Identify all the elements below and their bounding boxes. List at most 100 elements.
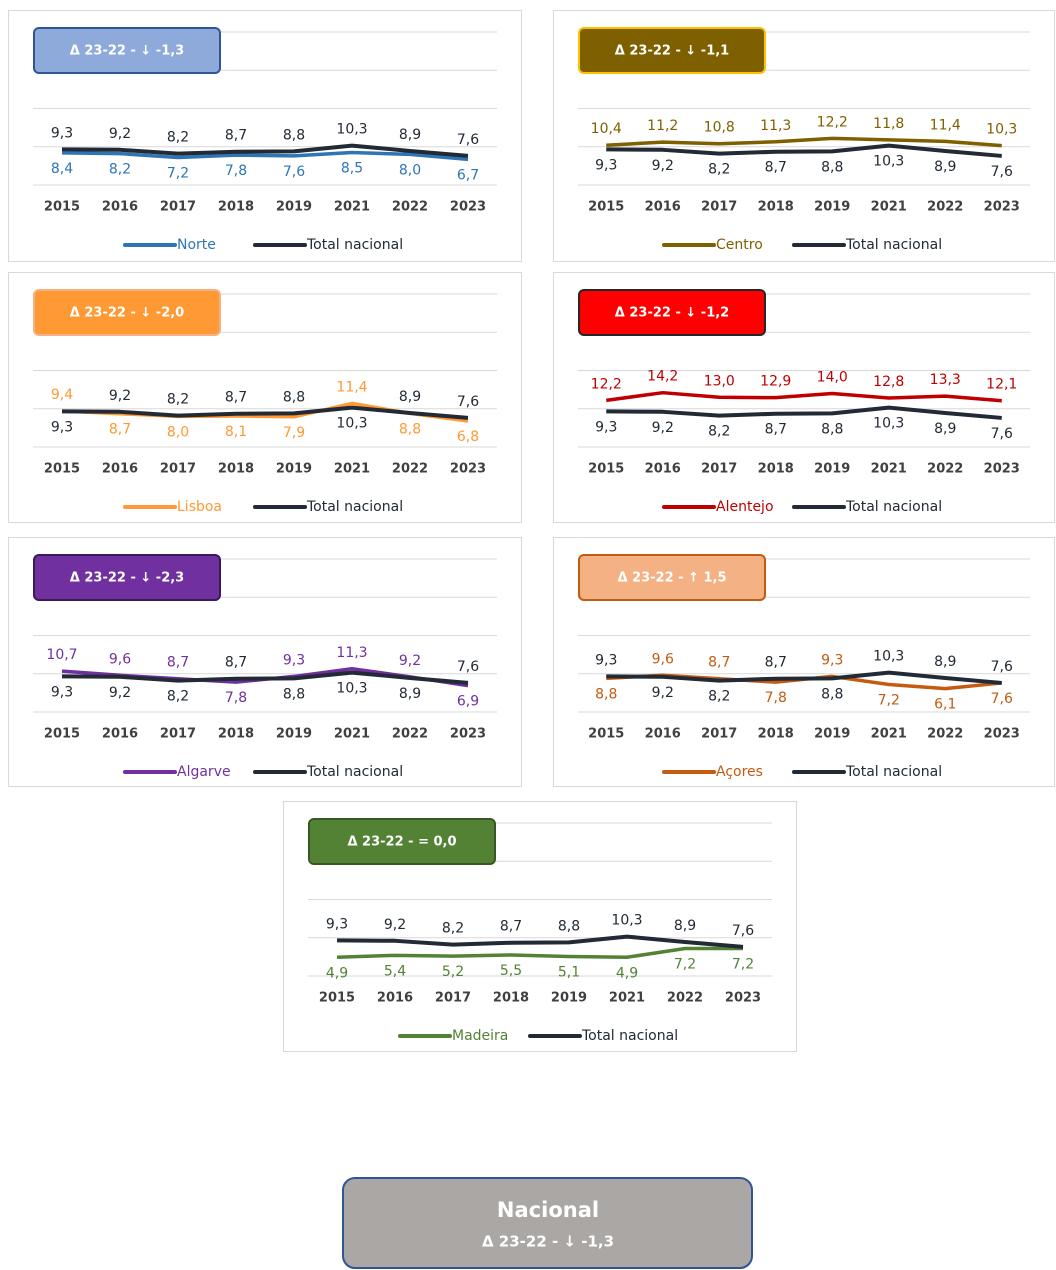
x-tick-label: 2021 — [871, 727, 907, 742]
data-label: 8,7 — [109, 422, 131, 438]
data-label: 8,8 — [399, 421, 421, 437]
series-line — [336, 934, 744, 949]
chart-panel: 2015 2016 2017 2018 2019 2021 2022 2023 9,4 8,7 8,… — [8, 272, 522, 523]
x-tick-label: 2016 — [645, 727, 681, 742]
data-label: 7,9 — [283, 425, 305, 441]
series-line — [606, 143, 1002, 158]
x-tick-label: 2015 — [44, 727, 80, 742]
x-tick-label: 2017 — [701, 200, 737, 215]
data-label: 8,2 — [708, 424, 730, 440]
data-label: 11,3 — [336, 645, 367, 661]
legend-label: Norte — [177, 237, 216, 253]
x-tick-label: 2022 — [927, 200, 963, 215]
data-label: 11,4 — [930, 117, 961, 133]
data-label: 7,6 — [283, 164, 305, 180]
data-label: 9,2 — [109, 388, 131, 404]
series-line — [61, 670, 469, 685]
x-tick-label: 2018 — [758, 462, 794, 477]
data-label: 10,3 — [336, 416, 367, 432]
data-label: 13,3 — [930, 372, 961, 388]
data-label: 6,9 — [457, 694, 479, 710]
data-label: 4,9 — [326, 965, 348, 981]
data-label: 8,7 — [225, 390, 247, 406]
data-label: 8,9 — [934, 421, 956, 437]
legend-label: Centro — [716, 237, 763, 253]
data-label: 9,3 — [595, 652, 617, 668]
data-label: 10,3 — [873, 416, 904, 432]
data-label: 4,9 — [616, 965, 638, 981]
data-label: 11,8 — [873, 116, 904, 132]
data-label: 7,2 — [167, 165, 189, 181]
x-tick-label: 2017 — [160, 462, 196, 477]
x-tick-label: 2019 — [814, 462, 850, 477]
legend-label: Total nacional — [306, 237, 403, 253]
data-label: 8,8 — [283, 389, 305, 405]
data-label: 8,1 — [225, 424, 247, 440]
data-label: 14,2 — [647, 369, 678, 385]
annotation-box — [308, 818, 496, 865]
x-tick-label: 2023 — [450, 200, 486, 215]
x-tick-label: 2021 — [334, 462, 370, 477]
x-tick-label: 2021 — [871, 462, 907, 477]
data-label: 8,9 — [399, 127, 421, 143]
data-label: 8,8 — [821, 159, 843, 175]
data-label: 9,3 — [51, 419, 73, 435]
x-tick-label: 2021 — [334, 727, 370, 742]
data-label: 9,3 — [595, 157, 617, 173]
national-box — [342, 1177, 753, 1269]
x-tick-label: 2021 — [871, 200, 907, 215]
x-tick-label: 2017 — [701, 462, 737, 477]
x-tick-label: 2016 — [102, 462, 138, 477]
annotation-box — [578, 554, 766, 601]
data-label: 9,6 — [109, 651, 131, 667]
chart-panel: 2015 2016 2017 2018 2019 2021 2022 2023 10,4 11,2… — [553, 10, 1055, 262]
x-tick-label: 2019 — [814, 200, 850, 215]
x-tick-label: 2023 — [984, 727, 1020, 742]
data-label: 5,1 — [558, 964, 580, 980]
annotation: Δ 23-22 - ↓ -1,2 — [615, 306, 729, 321]
data-label: 6,8 — [457, 429, 479, 445]
data-label: 7,6 — [732, 923, 754, 939]
data-label: 7,2 — [878, 692, 900, 708]
x-tick-label: 2015 — [588, 200, 624, 215]
data-label: 8,7 — [225, 655, 247, 671]
series-line — [61, 405, 469, 420]
data-label: 7,8 — [225, 690, 247, 706]
data-label: 13,0 — [704, 373, 735, 389]
x-tick-label: 2015 — [588, 727, 624, 742]
x-tick-label: 2022 — [927, 727, 963, 742]
data-label: 8,8 — [595, 686, 617, 702]
data-label: 9,2 — [652, 420, 674, 436]
series-line — [61, 143, 469, 158]
x-tick-label: 2019 — [276, 200, 312, 215]
data-label: 12,2 — [817, 114, 848, 130]
chart-panel: 2015 2016 2017 2018 2019 2021 2022 2023 12,2 14,2… — [553, 272, 1055, 523]
annotation: Δ 23-22 - ↓ -2,3 — [70, 571, 184, 586]
data-label: 8,9 — [674, 918, 696, 934]
data-label: 10,3 — [336, 122, 367, 138]
legend-label: Total nacional — [306, 764, 403, 780]
data-label: 14,0 — [817, 369, 848, 385]
data-label: 10,4 — [591, 121, 622, 137]
x-tick-label: 2022 — [392, 727, 428, 742]
x-tick-label: 2022 — [392, 200, 428, 215]
data-label: 8,9 — [934, 159, 956, 175]
data-label: 9,3 — [326, 916, 348, 932]
x-tick-label: 2023 — [984, 200, 1020, 215]
legend-label: Total nacional — [581, 1028, 678, 1044]
data-label: 8,2 — [167, 392, 189, 408]
data-label: 9,2 — [109, 685, 131, 701]
data-label: 10,3 — [873, 154, 904, 170]
data-label: 7,2 — [732, 956, 754, 972]
annotation-box — [33, 289, 221, 336]
data-label: 9,2 — [109, 126, 131, 142]
data-label: 8,7 — [167, 655, 189, 671]
legend-label: Total nacional — [306, 499, 403, 515]
x-tick-label: 2019 — [814, 727, 850, 742]
data-label: 8,4 — [51, 161, 73, 177]
data-label: 10,7 — [46, 647, 77, 663]
annotation-box — [33, 554, 221, 601]
data-label: 7,6 — [457, 659, 479, 675]
data-label: 8,0 — [399, 162, 421, 178]
